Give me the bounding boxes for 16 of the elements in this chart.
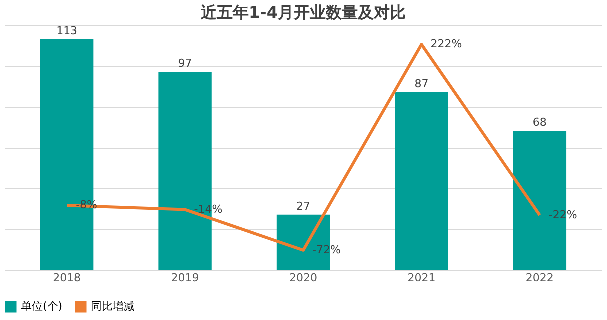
- chart-title: 近五年1-4月开业数量及对比: [200, 3, 406, 22]
- legend-label: 同比增减: [91, 300, 135, 313]
- data-label: 222%: [430, 38, 462, 51]
- x-tick-label: 2019: [171, 272, 200, 284]
- data-label: 68: [532, 116, 547, 130]
- bar: [395, 92, 448, 270]
- data-label: 27: [296, 200, 310, 213]
- data-label: 113: [56, 24, 78, 38]
- x-tick-label: 2022: [526, 272, 554, 284]
- x-tick-label: 2021: [408, 272, 436, 284]
- legend-label: 单位(个): [21, 300, 63, 313]
- data-label: 97: [178, 56, 192, 70]
- data-label: -8%: [76, 198, 98, 212]
- x-tick-label: 2018: [53, 272, 82, 284]
- data-label: 87: [414, 77, 429, 90]
- x-tick-label: 2020: [290, 272, 318, 284]
